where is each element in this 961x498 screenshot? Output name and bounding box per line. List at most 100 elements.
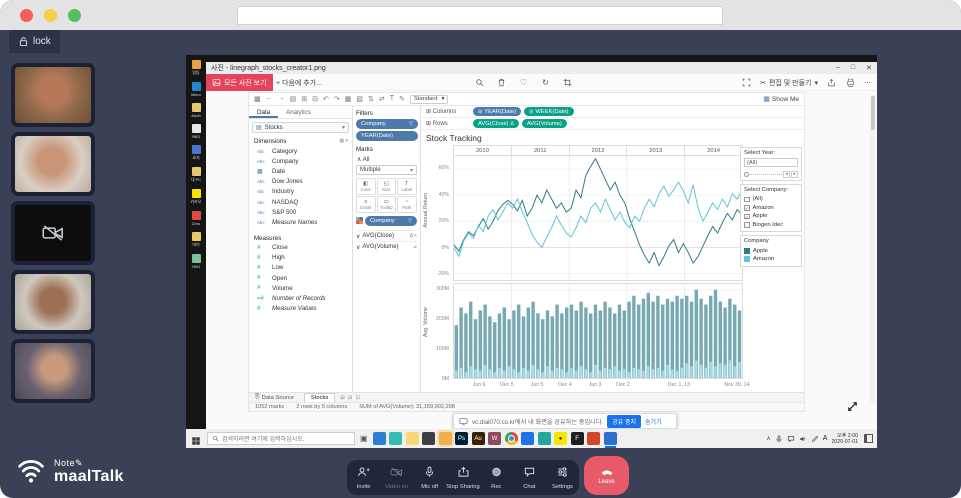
field-item[interactable]: Abc S&P 500 (249, 207, 352, 217)
photos-close-button[interactable]: ✕ (866, 65, 872, 72)
pen-icon[interactable] (811, 435, 819, 443)
shelf-pill[interactable]: AVG(Close) Δ (473, 119, 519, 128)
taskbar-app-kakaotalk[interactable]: ● (554, 432, 568, 445)
desktop-icon[interactable]: 카카오 (186, 189, 206, 205)
delete-icon[interactable] (496, 77, 507, 88)
tab-analytics[interactable]: Analytics (286, 109, 311, 116)
dimensions-header-icons[interactable]: ▦ ▾ (339, 138, 348, 144)
shelf-pill[interactable]: ⊞ YEAR(Date) (473, 107, 522, 116)
desktop-icon[interactable]: 9991 (186, 254, 206, 269)
favorite-icon[interactable]: ♡ (519, 78, 528, 87)
invite-button[interactable]: Invite (347, 460, 380, 495)
select-year-value[interactable]: (All) (744, 158, 798, 167)
legend-item[interactable]: Apple (744, 246, 798, 255)
share-icon[interactable] (826, 77, 837, 88)
shelf-pill[interactable]: Company ▽ (356, 119, 418, 129)
taskbar-app-chrome[interactable] (504, 432, 518, 445)
mark-type-select[interactable]: Multiple ▾ (356, 165, 417, 175)
taskbar-app-audition[interactable]: Au (471, 432, 485, 445)
rotate-icon[interactable]: ↻ (542, 78, 549, 87)
mic-tray-icon[interactable] (775, 434, 783, 443)
field-item[interactable]: # Volume (249, 283, 352, 293)
desktop-icon[interactable]: 알등 (186, 60, 206, 76)
chat-tray-icon[interactable] (787, 435, 795, 443)
new-sheet-icons[interactable]: ⊞ ⊟ ⊡ (335, 395, 360, 401)
taskbar-app-photoshop[interactable]: Ps (455, 432, 469, 445)
print-icon[interactable] (845, 77, 856, 88)
taskbar-app-calculator[interactable] (422, 432, 436, 445)
line-chart-pane[interactable] (453, 155, 743, 281)
marks-path-button[interactable]: ~ Path (397, 196, 417, 213)
taskbar-app-app-blue-2[interactable] (521, 432, 535, 445)
field-item[interactable]: Abc Category (249, 146, 352, 156)
slider-right-arrow[interactable]: ▸ (791, 170, 798, 178)
taskbar-app-powerpoint[interactable] (587, 432, 601, 445)
settings-button[interactable]: Settings (546, 460, 579, 495)
shelf-pill[interactable]: ⊞ WEEK(Date) (524, 107, 574, 116)
tray-expand-icon[interactable]: ∧ (766, 436, 771, 442)
participant-video[interactable] (11, 339, 95, 403)
toolbar-icon[interactable]: T (389, 95, 395, 102)
shelf-pill[interactable]: AVG(Volume) (521, 119, 567, 128)
desktop-icon[interactable]: Micro (186, 82, 206, 97)
fit-mode-select[interactable]: Standard ▾ (409, 94, 449, 104)
mic-button[interactable]: Mic off (413, 460, 446, 495)
zoom-icon[interactable] (474, 77, 485, 88)
field-item[interactable]: # Measure Values (249, 304, 352, 314)
taskbar-app-file-explorer[interactable] (405, 432, 419, 445)
photos-minimize-button[interactable]: – (835, 64, 840, 71)
toolbar-icon[interactable]: ✎ (399, 96, 405, 103)
taskbar-app-edge[interactable] (389, 432, 403, 445)
lock-badge[interactable]: lock (9, 30, 60, 53)
company-checkbox-row[interactable]: (All) (744, 195, 798, 204)
toolbar-icon[interactable]: ← (265, 95, 273, 102)
toolbar-icon[interactable]: ▦ (344, 96, 352, 103)
video-button[interactable]: Video on (380, 460, 413, 495)
add-to-button[interactable]: + 다음에 추가... (276, 79, 323, 87)
year-slider[interactable]: ◂ ▸ (744, 170, 798, 178)
toolbar-icon[interactable]: ⇄ (378, 96, 385, 103)
marks-all-toggle[interactable]: ∧ All (357, 157, 370, 163)
taskbar-search-box[interactable]: 검색하려면 여기에 입력하십시오. (207, 432, 355, 445)
field-item[interactable]: # Open (249, 273, 352, 283)
rec-button[interactable]: Rec (480, 460, 513, 495)
taskbar-app-figma[interactable]: F (570, 432, 584, 445)
field-item[interactable]: Abc NASDAQ (249, 197, 352, 207)
start-button[interactable] (191, 433, 203, 445)
legend-item[interactable]: Amazon (744, 255, 798, 264)
new-sheet-icon[interactable]: ⊞ (340, 394, 345, 401)
field-item[interactable]: Abc Industry (249, 187, 352, 197)
minimize-window-button[interactable] (44, 9, 57, 22)
taskbar-app-app-blue[interactable] (372, 432, 386, 445)
slideshow-icon[interactable] (741, 77, 752, 88)
toolbar-icon[interactable]: ⊞ (301, 96, 308, 103)
stop-sharing-button[interactable]: Stop Sharing (446, 460, 480, 495)
hide-notification-link[interactable]: 숨기기 (645, 419, 662, 426)
photos-maximize-button[interactable]: □ (850, 64, 856, 71)
taskbar-app-word-script[interactable]: W (488, 432, 502, 445)
field-item[interactable]: # High (249, 253, 352, 263)
ime-indicator[interactable]: A (822, 435, 828, 442)
desktop-icon[interactable]: 9901 (186, 124, 206, 139)
stop-share-button[interactable]: 공유 중지 (607, 414, 642, 428)
participant-video[interactable] (11, 270, 95, 334)
marks-card[interactable]: ∨ AVG(Close) Δ ≈ (356, 230, 417, 241)
participant-video[interactable] (11, 132, 95, 196)
desktop-icon[interactable]: 효지 (186, 145, 206, 161)
marks-detail-button[interactable]: ≡ Detail (356, 196, 376, 213)
marks-company-pill[interactable]: Company ▽ (365, 216, 417, 226)
desktop-icon[interactable]: 내 PC (186, 167, 206, 183)
toolbar-icon[interactable]: ▤ (289, 96, 297, 103)
new-sheet-icon[interactable]: ⊡ (355, 394, 361, 401)
action-center-icon[interactable] (864, 434, 873, 443)
tab-data[interactable]: Data (249, 106, 279, 118)
see-all-photos-button[interactable]: 모든 사진 보기 (206, 74, 273, 91)
more-options-button[interactable]: ⋯ (864, 79, 871, 87)
company-checkbox-row[interactable]: ✓ Apple (744, 212, 798, 221)
participant-video[interactable] (11, 201, 95, 265)
desktop-icon[interactable]: 마이 (186, 232, 206, 248)
slider-left-arrow[interactable]: ◂ (783, 170, 790, 178)
marks-color-button[interactable]: ◧ Color (356, 178, 376, 195)
company-checkbox-row[interactable]: ✓ Amazon (744, 204, 798, 213)
shelf-pill[interactable]: YEAR(Date) (356, 131, 418, 141)
